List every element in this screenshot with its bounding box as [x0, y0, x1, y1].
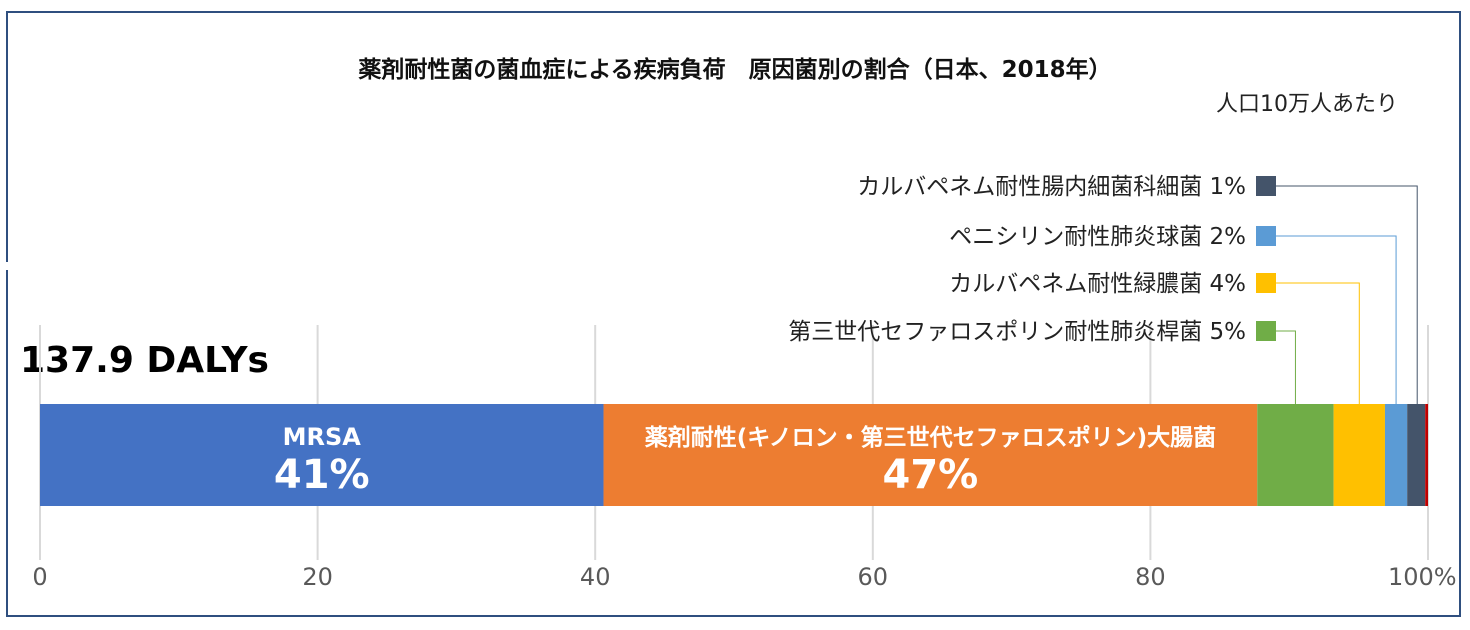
callout-label: カルバペネム耐性腸内細菌科細菌 1%	[857, 174, 1246, 200]
chart-frame	[6, 11, 1461, 617]
bar-segment	[1407, 404, 1426, 506]
callout-leader-line	[1276, 282, 1360, 404]
segment-name-label: MRSA	[283, 423, 362, 451]
callout-leader-line	[1276, 235, 1397, 404]
x-tick-label: 80	[1135, 563, 1166, 591]
callout-color-box	[1256, 176, 1276, 196]
chart-title: 薬剤耐性菌の菌血症による疾病負荷 原因菌別の割合（日本、2018年）	[358, 57, 1112, 83]
callout-color-box	[1256, 226, 1276, 246]
callout-label: カルバペネム耐性緑膿菌 4%	[949, 271, 1246, 297]
chart-subtitle: 人口10万人あたり	[1216, 92, 1398, 117]
bar-segment	[40, 404, 604, 506]
segment-value-label: 41%	[274, 452, 370, 498]
callout-leader-line	[1276, 185, 1418, 404]
bar-segment	[1333, 404, 1385, 506]
callout-label: ペニシリン耐性肺炎球菌 2%	[949, 224, 1246, 250]
x-tick-label: 40	[580, 563, 611, 591]
x-tick-label: 20	[302, 563, 333, 591]
bar-segment	[1257, 404, 1334, 506]
x-tick-label: 0	[32, 563, 47, 591]
segment-name-label: 薬剤耐性(キノロン・第三世代セファロスポリン)大腸菌	[645, 424, 1216, 451]
callout-label: 第三世代セファロスポリン耐性肺炎桿菌 5%	[788, 319, 1246, 345]
callout-color-box	[1256, 273, 1276, 293]
total-dalys-label: 137.9 DALYs	[20, 340, 269, 381]
bar-segment	[1384, 404, 1408, 506]
frame-notch	[4, 262, 10, 270]
bar-segment	[1425, 404, 1428, 506]
x-tick-label: 100%	[1388, 563, 1457, 591]
segment-value-label: 47%	[883, 452, 979, 498]
callout-leader-line	[1276, 330, 1296, 404]
bar-segment	[603, 404, 1258, 506]
callout-color-box	[1256, 321, 1276, 341]
x-tick-label: 60	[858, 563, 889, 591]
